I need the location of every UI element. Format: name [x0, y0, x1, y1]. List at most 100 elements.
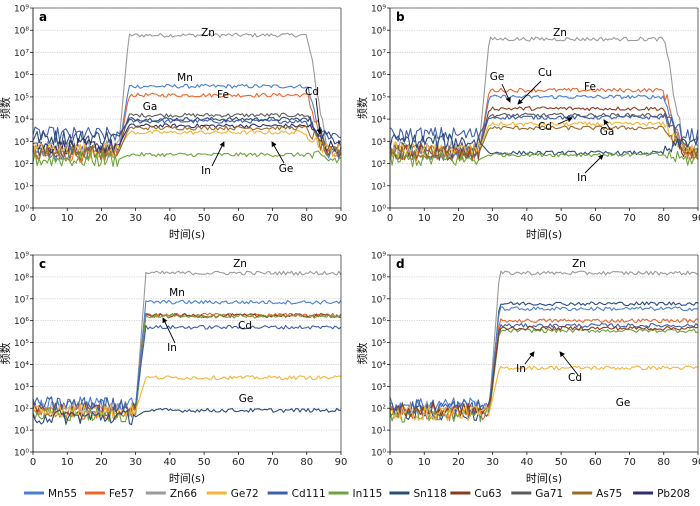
series-line-Cd111: [32, 118, 342, 143]
x-tick-label: 10: [61, 457, 74, 468]
y-tick-label: 10⁵: [14, 339, 29, 349]
series-line-Cu63: [390, 325, 699, 418]
y-tick-label: 10⁷: [14, 49, 29, 59]
y-tick-label: 10¹: [14, 427, 29, 437]
y-tick-label: 10⁴: [14, 361, 29, 371]
y-tick-label: 10⁹: [14, 252, 29, 262]
y-tick-label: 10⁰: [371, 449, 386, 459]
y-tick-label: 10³: [371, 383, 386, 393]
series-line-Cu63: [32, 313, 342, 418]
panel-letter: b: [396, 10, 405, 24]
x-tick-label: 50: [198, 457, 211, 468]
annotation-In: In: [577, 172, 587, 184]
y-tick-label: 10⁸: [371, 273, 386, 283]
y-tick-label: 10⁸: [14, 273, 29, 283]
y-tick-label: 10⁵: [371, 339, 386, 349]
x-tick-label: 80: [657, 213, 670, 224]
panel-a: 0 10 20 30 40 50 60 70 80 90 10⁰ 10¹ 10² 10³ 10⁴ 10⁵ 10⁶…: [0, 5, 347, 242]
x-tick-label: 40: [164, 213, 177, 224]
annotation-Zn: Zn: [201, 27, 215, 39]
y-tick-label: 10¹: [371, 182, 386, 192]
legend-item: Mn55: [24, 488, 77, 500]
annotation-arrow: [603, 119, 611, 130]
series-line-Ga71: [32, 112, 342, 159]
x-axis-label: 时间(s): [526, 472, 562, 485]
x-axis-label: 时间(s): [169, 472, 205, 485]
series-line-Cd111: [32, 324, 342, 413]
y-tick-label: 10⁶: [371, 317, 386, 327]
legend-label: Sn118: [413, 488, 446, 500]
x-tick-label: 20: [452, 457, 465, 468]
x-tick-label: 30: [486, 457, 499, 468]
y-tick-label: 10³: [371, 138, 386, 148]
panel-letter: c: [39, 257, 46, 271]
annotation-In: In: [167, 342, 177, 354]
annotation-Cd: Cd: [538, 121, 552, 133]
series-line-Ge72: [32, 130, 342, 159]
legend-item: Cu63: [450, 488, 502, 500]
x-tick-label: 0: [30, 457, 36, 468]
series-line-Ge72: [32, 375, 342, 419]
x-tick-label: 90: [335, 457, 348, 468]
x-tick-label: 20: [452, 213, 465, 224]
y-tick-label: 10⁹: [371, 5, 386, 15]
annotation-arrow: [315, 97, 323, 135]
annotation-Ga: Ga: [143, 101, 158, 113]
series-line-In115: [32, 150, 342, 168]
x-tick-label: 60: [232, 213, 245, 224]
annotation-Fe: Fe: [217, 89, 229, 101]
legend-label: Pb208: [657, 488, 690, 500]
x-tick-label: 90: [692, 457, 700, 468]
y-tick-label: 10³: [14, 383, 29, 393]
x-axis-label: 时间(s): [169, 228, 205, 241]
legend-item: Ge72: [206, 488, 259, 500]
y-tick-label: 10⁷: [371, 295, 386, 305]
series-line-Mn55: [389, 306, 699, 413]
x-tick-label: 10: [61, 213, 74, 224]
series-line-Sn118: [32, 407, 341, 426]
series-line-Sn118: [389, 301, 699, 422]
legend: Mn55 Fe57 Zn66 Ge72 Cd111 In115 Sn118 Cu63 Ga71 A…: [24, 488, 690, 500]
legend-item: As75: [572, 488, 622, 500]
y-axis-label: 频数: [355, 343, 369, 365]
x-tick-label: 10: [418, 457, 431, 468]
y-tick-label: 10²: [371, 160, 386, 170]
y-tick-label: 10⁴: [371, 361, 386, 371]
annotation-arrow: [524, 351, 535, 365]
x-tick-label: 70: [266, 213, 279, 224]
x-tick-label: 10: [418, 213, 431, 224]
x-tick-label: 80: [657, 457, 670, 468]
legend-item: Pb208: [633, 488, 690, 500]
x-tick-label: 0: [387, 213, 393, 224]
annotation-arrow: [162, 317, 176, 344]
x-tick-label: 30: [486, 213, 499, 224]
y-tick-label: 10⁴: [14, 116, 29, 126]
series-line-Zn66: [32, 32, 342, 155]
annotation-arrow: [517, 80, 542, 105]
annotation-Zn: Zn: [233, 258, 247, 270]
x-axis-label: 时间(s): [526, 228, 562, 241]
annotation-arrow: [557, 117, 573, 125]
legend-label: Mn55: [48, 488, 77, 500]
annotation-arrow: [501, 83, 511, 103]
series-line-In115: [389, 150, 699, 168]
x-tick-label: 90: [335, 213, 348, 224]
y-tick-label: 10⁶: [14, 71, 29, 81]
annotation-In: In: [201, 165, 211, 177]
y-tick-label: 10⁵: [14, 93, 29, 103]
x-tick-label: 60: [589, 213, 602, 224]
y-tick-label: 10¹: [371, 427, 386, 437]
annotation-Cu: Cu: [538, 67, 552, 79]
annotation-Mn: Mn: [177, 72, 193, 84]
x-tick-label: 70: [623, 213, 636, 224]
y-tick-label: 10⁴: [371, 116, 386, 126]
y-tick-label: 10³: [14, 138, 29, 148]
annotation-Zn: Zn: [553, 27, 567, 39]
y-tick-label: 10²: [371, 405, 386, 415]
legend-label: Zn66: [170, 488, 198, 500]
x-tick-label: 60: [589, 457, 602, 468]
legend-label: Cd111: [292, 488, 326, 500]
x-tick-label: 80: [300, 213, 313, 224]
y-tick-label: 10¹: [14, 182, 29, 192]
y-tick-label: 10²: [14, 160, 29, 170]
